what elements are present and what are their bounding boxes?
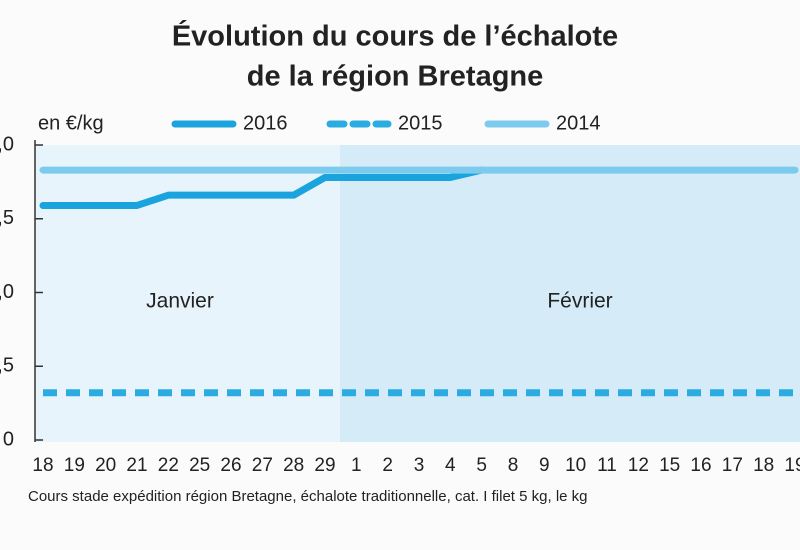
x-tick-label: 18 xyxy=(753,455,774,476)
x-tick-label: 20 xyxy=(95,455,116,476)
y-tick-label: 1,0 xyxy=(0,281,14,303)
x-tick-label: 25 xyxy=(189,455,210,476)
y-tick-label: 1,5 xyxy=(0,207,14,229)
x-tick-label: 28 xyxy=(283,455,304,476)
x-tick-label: 17 xyxy=(722,455,743,476)
legend-label: 2015 xyxy=(398,112,443,134)
y-axis-label: en €/kg xyxy=(38,112,104,134)
annotation: Janvier xyxy=(146,290,214,313)
x-tick-label: 16 xyxy=(690,455,711,476)
x-tick-label: 2 xyxy=(382,455,393,476)
x-tick-label: 12 xyxy=(628,455,649,476)
annotation: Février xyxy=(547,290,612,313)
x-tick-label: 3 xyxy=(414,455,425,476)
chart-title: de la région Bretagne xyxy=(247,61,544,93)
x-tick-label: 19 xyxy=(64,455,85,476)
x-tick-label: 29 xyxy=(314,455,335,476)
x-tick-label: 9 xyxy=(539,455,550,476)
x-tick-label: 22 xyxy=(158,455,179,476)
x-tick-label: 21 xyxy=(126,455,147,476)
x-tick-label: 1 xyxy=(351,455,362,476)
footnote: Cours stade expédition région Bretagne, … xyxy=(28,488,588,505)
x-tick-label: 11 xyxy=(597,455,617,476)
y-tick-label: 0 xyxy=(3,428,14,450)
x-tick-label: 18 xyxy=(32,455,53,476)
x-tick-label: 15 xyxy=(659,455,680,476)
chart-title: Évolution du cours de l’échalote xyxy=(172,19,618,53)
x-tick-label: 19 xyxy=(784,455,800,476)
x-tick-label: 27 xyxy=(252,455,273,476)
x-tick-label: 8 xyxy=(508,455,519,476)
y-tick-label: 0,5 xyxy=(0,355,14,377)
x-tick-label: 5 xyxy=(476,455,487,476)
legend-label: 2014 xyxy=(556,112,601,134)
line-series xyxy=(39,166,486,209)
legend-label: 2016 xyxy=(243,112,288,134)
x-tick-label: 10 xyxy=(565,455,586,476)
x-tick-label: 4 xyxy=(445,455,456,476)
y-tick-label: 2,0 xyxy=(0,133,14,155)
x-tick-label: 26 xyxy=(220,455,241,476)
